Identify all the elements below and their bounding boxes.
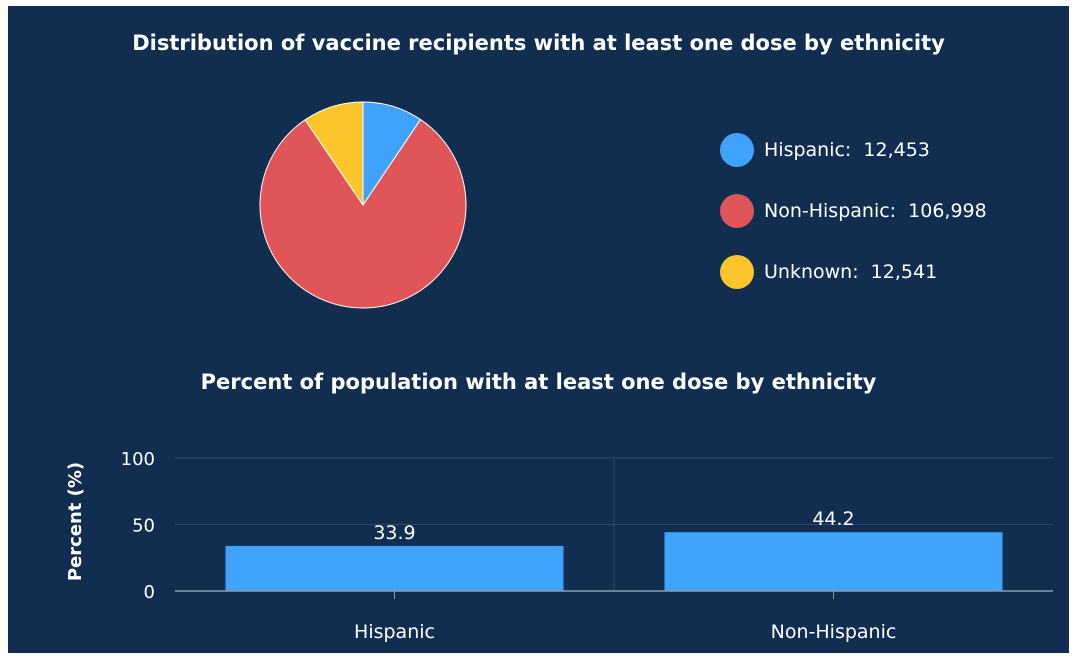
legend-label: Unknown: 12,541 xyxy=(764,261,938,283)
legend-item-hispanic[interactable]: Hispanic: 12,453 xyxy=(720,133,987,167)
pie-slice-unknown[interactable] xyxy=(304,101,364,207)
chart-panel: Distribution of vaccine recipients with … xyxy=(8,6,1069,653)
legend-swatch xyxy=(720,133,754,167)
y-axis-label: Percent (%) xyxy=(65,462,86,581)
bar-chart: 0 50 100 33.9 Hispanic 44.2 Non-Hispanic Percen… xyxy=(65,449,1053,643)
bar-chart-title: Percent of population with at least one … xyxy=(200,370,877,394)
y-tick-label: 100 xyxy=(121,449,155,470)
legend-item-non-hispanic[interactable]: Non-Hispanic: 106,998 xyxy=(720,194,987,228)
pie-chart-title: Distribution of vaccine recipients with … xyxy=(132,31,945,55)
legend-label: Hispanic: 12,453 xyxy=(764,139,930,161)
legend-item-unknown[interactable]: Unknown: 12,541 xyxy=(720,255,987,289)
x-tick-label: Hispanic xyxy=(354,621,435,643)
pie-chart xyxy=(259,101,467,309)
bar-non-hispanic[interactable] xyxy=(664,532,1003,591)
bar-hispanic[interactable] xyxy=(225,545,564,591)
pie-slice-non-hispanic[interactable] xyxy=(259,118,467,309)
bar-value-label: 44.2 xyxy=(812,508,854,530)
y-tick-label: 0 xyxy=(144,582,155,603)
bar-value-label: 33.9 xyxy=(373,522,415,544)
legend-swatch xyxy=(720,255,754,289)
pie-legend: Hispanic: 12,453 Non-Hispanic: 106,998 Unk… xyxy=(720,133,987,316)
x-tick-label: Non-Hispanic xyxy=(771,621,897,643)
legend-label: Non-Hispanic: 106,998 xyxy=(764,200,987,222)
legend-swatch xyxy=(720,194,754,228)
y-tick-label: 50 xyxy=(132,516,155,537)
